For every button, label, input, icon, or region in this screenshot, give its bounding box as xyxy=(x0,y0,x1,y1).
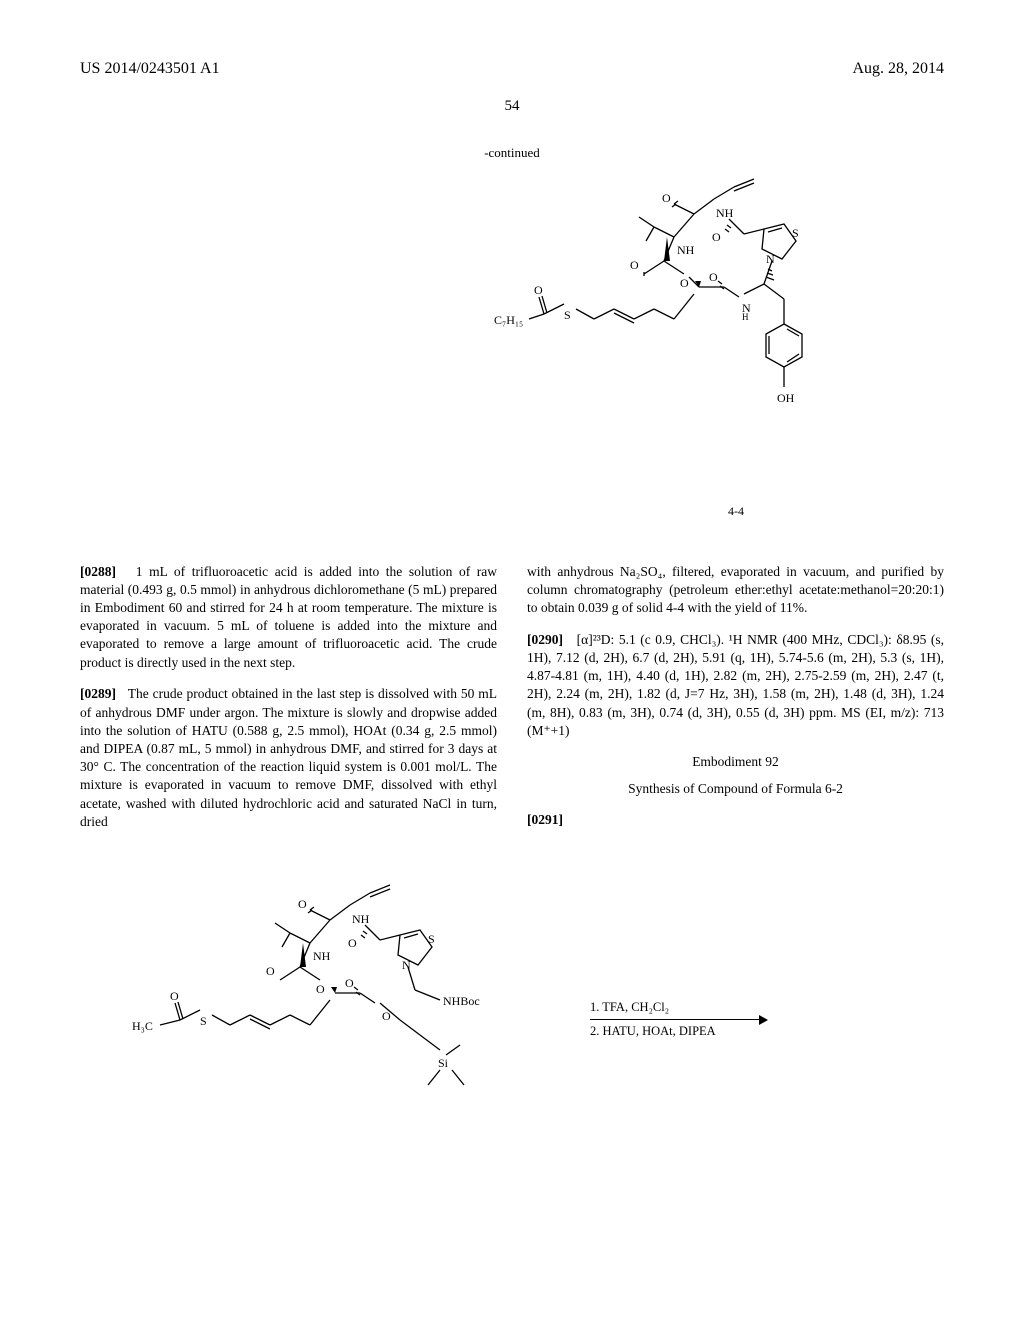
svg-text:O: O xyxy=(345,976,354,990)
svg-text:O: O xyxy=(382,1009,391,1023)
svg-text:S: S xyxy=(792,226,799,240)
two-column-text: [0288] 1 mL of trifluoroacetic acid is a… xyxy=(80,549,944,845)
embodiment-label: Embodiment 92 xyxy=(527,753,944,771)
structure-6-2-precursor-svg: NH O NH O O O xyxy=(120,875,550,1165)
reaction-arrow xyxy=(590,1019,760,1020)
reagent-step-2: 2. HATU, HOAt, DIPEA xyxy=(590,1022,760,1041)
svg-text:O: O xyxy=(709,270,718,284)
svg-text:NH: NH xyxy=(352,912,370,926)
svg-text:NHBoc: NHBoc xyxy=(443,994,480,1008)
svg-text:S: S xyxy=(564,308,571,322)
svg-text:OH: OH xyxy=(777,391,795,405)
svg-text:S: S xyxy=(200,1014,207,1028)
svg-text:O: O xyxy=(630,258,639,272)
svg-text:C₇H₁₅: C₇H₁₅ xyxy=(494,313,523,327)
continued-label: -continued xyxy=(80,145,944,161)
svg-text:Si: Si xyxy=(438,1056,449,1070)
pub-date: Aug. 28, 2014 xyxy=(852,60,944,78)
pub-number: US 2014/0243501 A1 xyxy=(80,60,220,78)
left-column: [0288] 1 mL of trifluoroacetic acid is a… xyxy=(80,549,497,845)
reaction-scheme-6-2: NH O NH O O O xyxy=(80,875,944,1165)
svg-text:NH: NH xyxy=(677,243,695,257)
svg-text:O: O xyxy=(662,191,671,205)
svg-text:S: S xyxy=(428,932,435,946)
svg-text:O: O xyxy=(712,230,721,244)
reaction-conditions: 1. TFA, CH₂Cl₂ 2. HATU, HOAt, DIPEA xyxy=(590,998,760,1041)
svg-text:O: O xyxy=(534,283,543,297)
para-0290-text: [α]²³D: 5.1 (c 0.9, CHCl₃). ¹H NMR (400 … xyxy=(527,632,944,738)
page-number: 54 xyxy=(80,98,944,115)
para-0290-num: [0290] xyxy=(527,632,563,647)
compound-id-4-4: 4-4 xyxy=(80,504,944,519)
svg-text:O: O xyxy=(680,276,689,290)
svg-text:NH: NH xyxy=(313,949,331,963)
reagent-step-1: 1. TFA, CH₂Cl₂ xyxy=(590,998,760,1017)
svg-text:H₃C: H₃C xyxy=(132,1019,153,1033)
para-0291-num: [0291] xyxy=(527,812,563,827)
svg-text:O: O xyxy=(348,936,357,950)
svg-text:O: O xyxy=(266,964,275,978)
svg-text:O: O xyxy=(170,989,179,1003)
synthesis-label: Synthesis of Compound of Formula 6-2 xyxy=(527,780,944,798)
para-0288-num: [0288] xyxy=(80,564,116,579)
page-header: US 2014/0243501 A1 Aug. 28, 2014 xyxy=(80,60,944,78)
structure-4-4-svg: NH O NH O O xyxy=(484,169,904,489)
svg-text:O: O xyxy=(316,982,325,996)
svg-text:O: O xyxy=(298,897,307,911)
para-0289-text: The crude product obtained in the last s… xyxy=(80,686,497,829)
para-0289-num: [0289] xyxy=(80,686,116,701)
svg-text:NH: NH xyxy=(716,206,734,220)
para-0288-text: 1 mL of trifluoroacetic acid is added in… xyxy=(80,564,497,670)
svg-text:N: N xyxy=(402,958,411,972)
para-cont-text: with anhydrous Na₂SO₄, filtered, evapora… xyxy=(527,563,944,618)
right-column: with anhydrous Na₂SO₄, filtered, evapora… xyxy=(527,549,944,845)
svg-text:H: H xyxy=(742,312,749,322)
compound-structure-4-4: NH O NH O O xyxy=(80,169,944,494)
